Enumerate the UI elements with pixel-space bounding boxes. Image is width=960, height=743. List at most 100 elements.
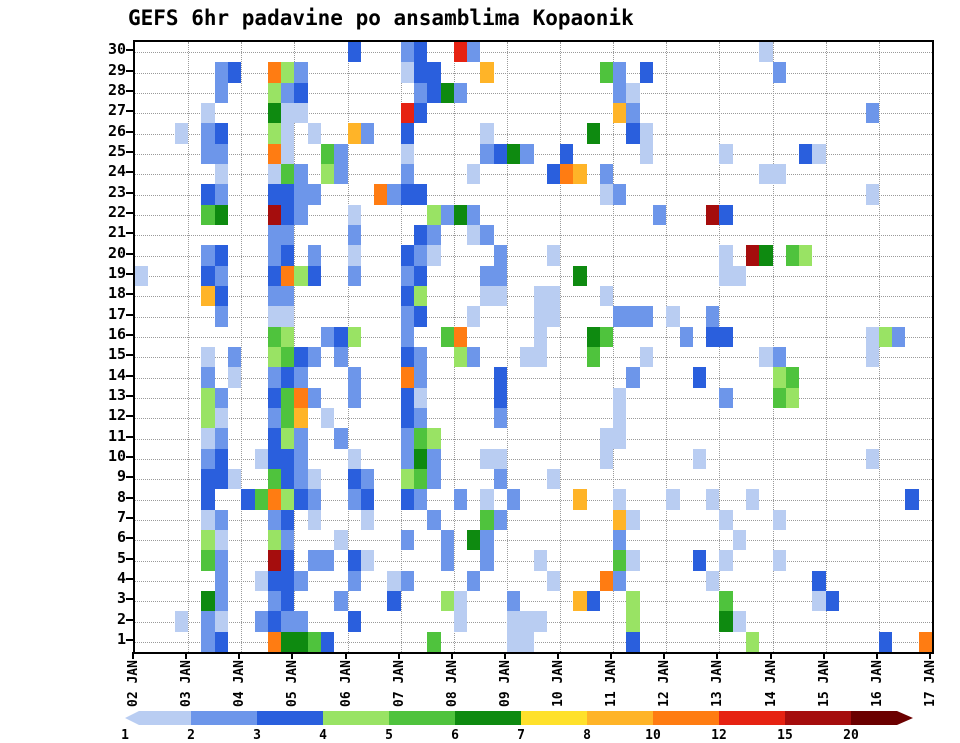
heat-cell xyxy=(308,550,321,571)
heat-cell xyxy=(613,408,626,428)
member-gridline xyxy=(135,540,932,542)
heat-cell xyxy=(613,103,626,123)
y-tick-label: 16 xyxy=(107,324,126,343)
heat-cell xyxy=(401,144,414,164)
heat-cell xyxy=(215,144,228,164)
heat-cell xyxy=(308,632,321,652)
colorbar-label: 8 xyxy=(583,728,591,743)
heat-cell xyxy=(520,632,534,652)
y-tick-mark xyxy=(126,374,133,377)
y-tick-mark xyxy=(126,455,133,458)
heat-cell xyxy=(494,469,507,489)
heat-cell xyxy=(719,205,733,225)
heat-cell xyxy=(308,347,321,367)
heat-cell xyxy=(281,367,294,388)
heat-cell xyxy=(879,632,892,652)
heat-cell xyxy=(281,489,294,510)
heat-cell xyxy=(467,42,480,62)
heat-cell xyxy=(348,266,361,286)
heat-cell xyxy=(866,327,879,347)
heat-cell xyxy=(866,184,879,205)
heat-cell xyxy=(201,144,215,164)
heat-cell xyxy=(719,266,733,286)
heat-cell xyxy=(573,591,587,611)
heat-cell xyxy=(467,347,480,367)
heat-cell xyxy=(308,489,321,510)
x-tick-label: 14 JAN xyxy=(763,660,779,707)
x-tick-label: 02 JAN xyxy=(126,660,141,707)
y-tick-mark xyxy=(126,496,133,499)
heat-cell xyxy=(759,347,773,367)
heat-cell xyxy=(281,449,294,469)
heat-cell xyxy=(573,489,587,510)
heat-cell xyxy=(201,266,215,286)
heat-cell xyxy=(454,42,467,62)
heat-cell xyxy=(268,245,281,266)
heat-cell xyxy=(613,388,626,408)
heat-cell xyxy=(534,306,547,327)
heat-cell xyxy=(414,408,427,428)
x-tick-label: 10 JAN xyxy=(551,660,567,707)
heat-cell xyxy=(919,632,932,652)
heat-cell xyxy=(427,510,441,530)
heat-cell xyxy=(879,327,892,347)
heat-cell xyxy=(666,306,680,327)
heat-cell xyxy=(401,449,414,469)
heat-cell xyxy=(281,632,294,652)
heat-cell xyxy=(201,550,215,571)
heat-cell xyxy=(534,327,547,347)
heat-cell xyxy=(294,184,308,205)
heat-cell xyxy=(401,245,414,266)
heat-cell xyxy=(441,591,454,611)
member-gridline xyxy=(135,418,932,420)
heat-cell xyxy=(414,306,427,327)
heat-cell xyxy=(480,530,494,550)
heat-cell xyxy=(334,164,348,184)
heat-cell xyxy=(454,611,467,632)
heat-cell xyxy=(719,510,733,530)
heat-cell xyxy=(547,164,560,184)
heat-cell xyxy=(281,571,294,591)
heat-cell xyxy=(281,245,294,266)
heat-cell xyxy=(348,571,361,591)
x-tick-label: 07 JAN xyxy=(391,660,407,707)
member-gridline xyxy=(135,255,932,257)
x-tick-mark xyxy=(185,652,188,659)
heat-cell xyxy=(494,367,507,388)
heat-cell xyxy=(799,245,812,266)
y-tick-mark xyxy=(126,333,133,336)
heat-cell xyxy=(294,164,308,184)
heat-cell xyxy=(308,123,321,144)
heat-cell xyxy=(573,266,587,286)
heat-cell xyxy=(547,571,560,591)
heat-cell xyxy=(348,489,361,510)
heat-cell xyxy=(427,449,441,469)
y-tick-mark xyxy=(126,110,133,113)
y-tick-label: 15 xyxy=(107,345,126,364)
heat-cell xyxy=(454,347,467,367)
y-tick-label: 29 xyxy=(107,60,126,79)
heat-cell xyxy=(255,611,268,632)
y-tick-mark xyxy=(126,171,133,174)
heat-cell xyxy=(626,103,640,123)
colorbar-label: 10 xyxy=(645,728,661,743)
heat-cell xyxy=(547,306,560,327)
heat-cell xyxy=(215,550,228,571)
heat-cell xyxy=(268,83,281,103)
heat-cell xyxy=(348,245,361,266)
y-tick-mark xyxy=(126,191,133,194)
heat-cell xyxy=(414,469,427,489)
day-gridline xyxy=(719,42,721,652)
heat-cell xyxy=(733,611,746,632)
heat-cell xyxy=(706,571,719,591)
heat-cell xyxy=(201,245,215,266)
heat-cell xyxy=(480,144,494,164)
heat-cell xyxy=(414,449,427,469)
heat-cell xyxy=(719,388,733,408)
heat-cell xyxy=(534,286,547,306)
heat-cell xyxy=(268,62,281,83)
heat-cell xyxy=(626,510,640,530)
heat-cell xyxy=(281,225,294,245)
heat-cell xyxy=(268,449,281,469)
